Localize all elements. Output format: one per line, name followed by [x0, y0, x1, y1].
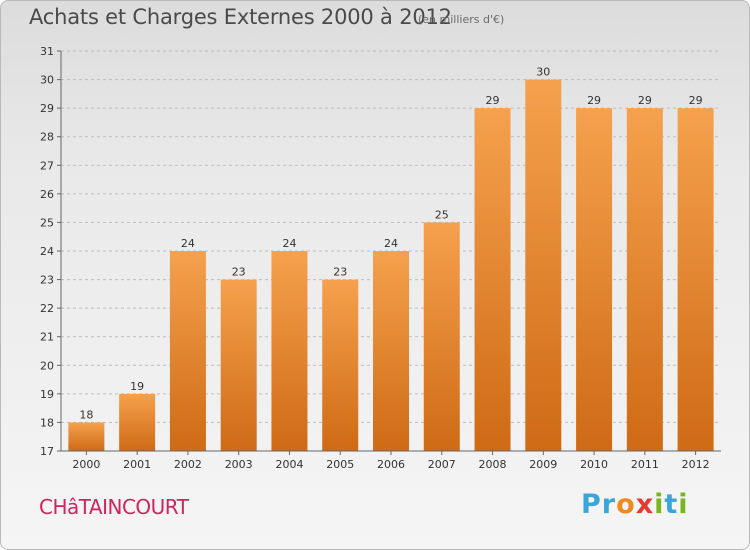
bar-2006 [373, 251, 409, 451]
bar-2012 [677, 108, 714, 452]
bar-2008 [474, 108, 511, 452]
x-tick-label-2006: 2006 [377, 458, 405, 471]
y-tick-label: 17 [40, 445, 54, 458]
x-tick-label-2001: 2001 [123, 458, 151, 471]
data-label-2004: 24 [282, 237, 296, 250]
x-axis-ticks: 2000 2001 2002 2003 2004 2005 2006 2007 2008 2009… [72, 451, 710, 471]
x-tick-label-2010: 2010 [580, 458, 608, 471]
bar-2003 [220, 279, 257, 451]
bar-2011 [626, 108, 663, 452]
bar-2004 [271, 251, 308, 451]
data-label-2001: 19 [130, 380, 144, 393]
x-tick-label-2011: 2011 [631, 458, 659, 471]
y-tick-label: 19 [40, 388, 54, 401]
data-labels: 18 19 24 23 24 23 24 25 29 30 29 29 29 [79, 66, 702, 422]
y-tick-label: 31 [40, 45, 54, 58]
y-axis-ticks: 17 18 19 20 21 22 23 24 25 26 27 28 29 30 31 [40, 45, 61, 458]
bar-2000 [68, 422, 105, 451]
x-tick-label-2008: 2008 [479, 458, 507, 471]
data-label-2006: 24 [384, 237, 398, 250]
data-label-2009: 30 [536, 66, 550, 79]
data-label-2012: 29 [689, 94, 703, 107]
x-tick-label-2012: 2012 [682, 458, 710, 471]
chart-subtitle: (en milliers d'€) [418, 13, 505, 26]
x-tick-label-2002: 2002 [174, 458, 202, 471]
data-label-2007: 25 [435, 208, 449, 221]
y-tick-label: 26 [40, 188, 54, 201]
y-tick-label: 25 [40, 216, 54, 229]
data-label-2011: 29 [638, 94, 652, 107]
data-label-2005: 23 [333, 266, 347, 279]
y-tick-label: 30 [40, 74, 54, 87]
y-tick-label: 20 [40, 359, 54, 372]
y-tick-label: 29 [40, 102, 54, 115]
bars [68, 79, 714, 452]
x-tick-label-2003: 2003 [225, 458, 253, 471]
bar-2002 [169, 251, 206, 451]
bar-2001 [119, 393, 156, 451]
y-tick-label: 24 [40, 245, 54, 258]
bar-2005 [322, 279, 359, 451]
axes [60, 51, 721, 452]
bar-2007 [423, 222, 460, 451]
data-label-2003: 23 [232, 266, 246, 279]
chart-title: Achats et Charges Externes 2000 à 2012 [29, 5, 452, 29]
x-tick-label-2004: 2004 [275, 458, 303, 471]
commune-name: CHâTAINCOURT [39, 495, 189, 519]
x-tick-label-2000: 2000 [72, 458, 100, 471]
y-tick-label: 21 [40, 331, 54, 344]
y-tick-label: 18 [40, 416, 54, 429]
bar-2009 [525, 79, 562, 452]
bar-2010 [576, 108, 613, 452]
data-label-2002: 24 [181, 237, 195, 250]
x-tick-label-2007: 2007 [428, 458, 456, 471]
y-tick-label: 27 [40, 159, 54, 172]
y-tick-label: 22 [40, 302, 54, 315]
y-tick-label: 28 [40, 131, 54, 144]
proxiti-logo: Proxiti [581, 489, 689, 520]
data-label-2010: 29 [587, 94, 601, 107]
data-label-2000: 18 [79, 408, 93, 421]
x-tick-label-2005: 2005 [326, 458, 354, 471]
y-tick-label: 23 [40, 274, 54, 287]
x-tick-label-2009: 2009 [529, 458, 557, 471]
data-label-2008: 29 [486, 94, 500, 107]
